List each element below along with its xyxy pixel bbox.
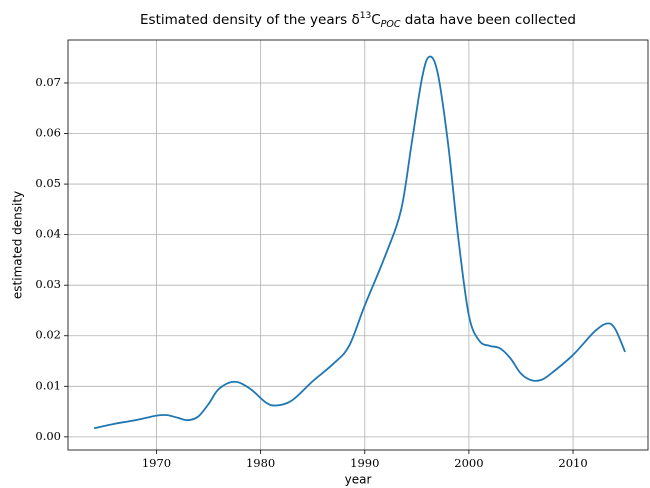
y-tick-label: 0.07 xyxy=(35,75,61,89)
x-tick-label: 1970 xyxy=(142,456,171,470)
x-axis-label: year xyxy=(345,473,372,487)
y-tick-label: 0.04 xyxy=(35,227,61,241)
y-tick-label: 0.02 xyxy=(35,328,61,342)
title-part: POC xyxy=(381,19,401,30)
x-tick-label: 1980 xyxy=(246,456,275,470)
y-tick-label: 0.06 xyxy=(35,126,61,140)
x-tick-label: 1990 xyxy=(350,456,379,470)
y-tick-label: 0.01 xyxy=(35,378,61,392)
x-tick-label: 2000 xyxy=(454,456,483,470)
y-tick-label: 0.03 xyxy=(35,277,61,291)
title-part: 13 xyxy=(360,11,371,21)
density-line xyxy=(93,55,626,430)
title-part: C xyxy=(371,12,380,28)
x-tick-label: 2010 xyxy=(558,456,587,470)
chart-title: Estimated density of the years δ13CPOC d… xyxy=(140,11,576,30)
y-tick-label: 0.00 xyxy=(35,429,61,443)
y-tick-label: 0.05 xyxy=(35,176,61,190)
title-part: data have been collected xyxy=(400,12,576,28)
plot-frame xyxy=(67,39,649,451)
y-axis-label: estimated density xyxy=(11,191,25,299)
title-part: Estimated density of the years δ xyxy=(140,12,360,28)
